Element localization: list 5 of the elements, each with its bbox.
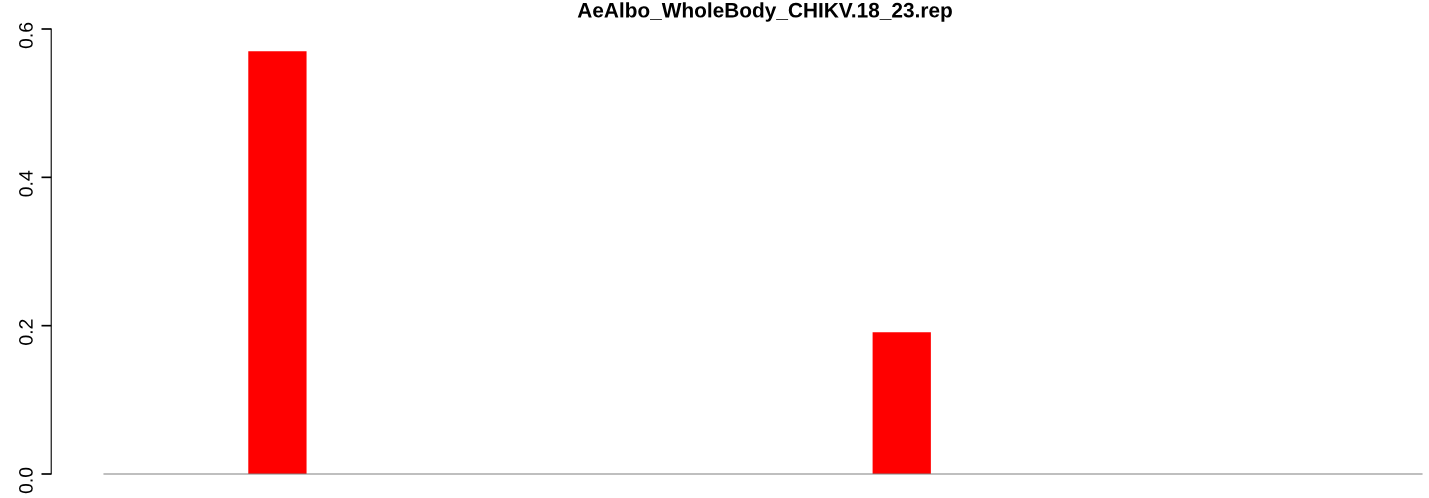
y-tick-label: 0.0 bbox=[19, 467, 33, 494]
chart-title: AeAlbo_WholeBody_CHIKV.18_23.rep bbox=[577, 2, 952, 22]
y-tick-label: 0.6 bbox=[19, 22, 33, 49]
y-tick-label: 0.2 bbox=[19, 319, 33, 345]
y-tick-label: 0.4 bbox=[19, 170, 33, 197]
